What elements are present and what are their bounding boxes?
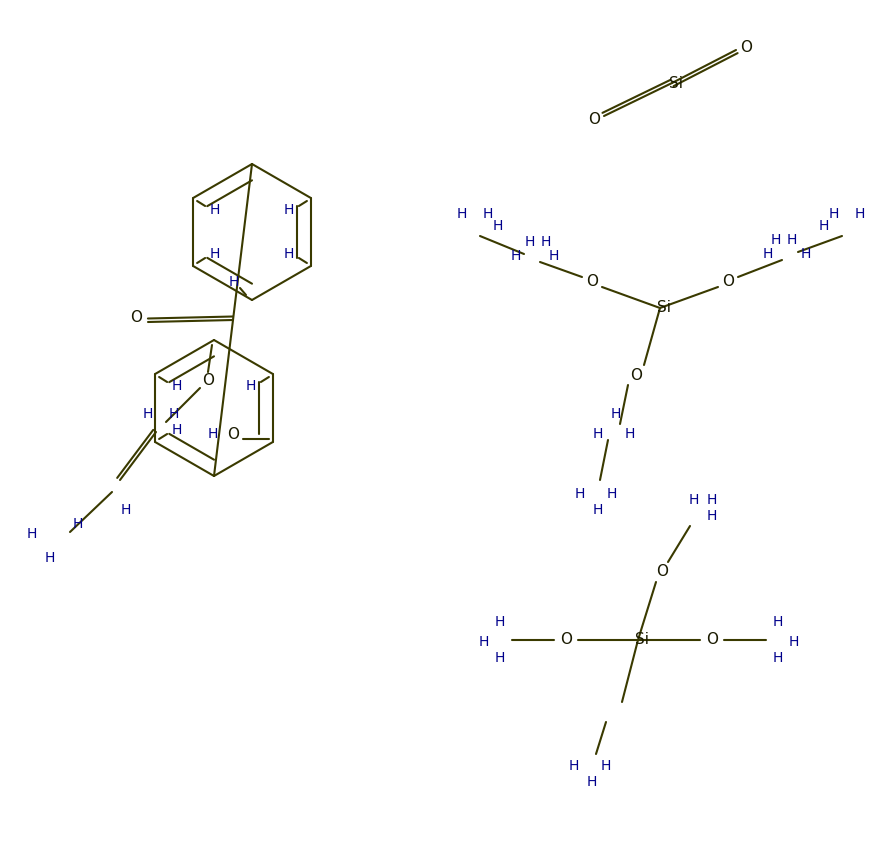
- Text: O: O: [630, 368, 642, 383]
- Text: H: H: [493, 219, 504, 233]
- Text: H: H: [168, 407, 179, 421]
- Text: H: H: [246, 379, 256, 393]
- Text: H: H: [762, 247, 773, 261]
- Text: O: O: [227, 427, 239, 442]
- Text: H: H: [210, 247, 220, 261]
- Text: H: H: [593, 503, 603, 517]
- Text: H: H: [611, 407, 621, 421]
- Text: H: H: [773, 615, 783, 629]
- Text: H: H: [478, 635, 489, 649]
- Text: H: H: [549, 249, 559, 263]
- Text: H: H: [607, 487, 617, 501]
- Text: H: H: [45, 551, 56, 565]
- Text: H: H: [707, 493, 717, 507]
- Text: O: O: [130, 310, 142, 325]
- Text: O: O: [706, 632, 718, 647]
- Text: H: H: [284, 247, 294, 261]
- Text: H: H: [575, 487, 585, 501]
- Text: H: H: [228, 275, 239, 289]
- Text: H: H: [601, 759, 611, 773]
- Text: O: O: [588, 111, 600, 126]
- Text: Si: Si: [635, 632, 649, 647]
- Text: H: H: [457, 207, 467, 221]
- Text: H: H: [495, 651, 505, 665]
- Text: H: H: [829, 207, 840, 221]
- Text: Si: Si: [657, 300, 671, 315]
- Text: H: H: [495, 615, 505, 629]
- Text: H: H: [801, 247, 811, 261]
- Text: H: H: [73, 517, 83, 531]
- Text: H: H: [819, 219, 829, 233]
- Text: H: H: [483, 207, 493, 221]
- Text: O: O: [202, 373, 214, 388]
- Text: H: H: [593, 427, 603, 441]
- Text: H: H: [525, 235, 535, 249]
- Text: H: H: [689, 493, 699, 507]
- Text: H: H: [625, 427, 635, 441]
- Text: O: O: [722, 275, 734, 289]
- Text: Si: Si: [669, 76, 683, 90]
- Text: H: H: [142, 407, 153, 421]
- Text: H: H: [284, 203, 294, 217]
- Text: H: H: [788, 635, 799, 649]
- Text: O: O: [560, 632, 572, 647]
- Text: H: H: [569, 759, 579, 773]
- Text: O: O: [740, 40, 752, 55]
- Text: H: H: [27, 527, 38, 541]
- Text: O: O: [586, 275, 598, 289]
- Text: H: H: [208, 427, 218, 441]
- Text: H: H: [511, 249, 521, 263]
- Text: H: H: [210, 203, 220, 217]
- Text: H: H: [787, 233, 797, 247]
- Text: O: O: [656, 565, 668, 579]
- Text: H: H: [587, 775, 598, 789]
- Text: H: H: [541, 235, 551, 249]
- Text: H: H: [172, 379, 182, 393]
- Text: H: H: [855, 207, 866, 221]
- Text: H: H: [773, 651, 783, 665]
- Text: H: H: [121, 503, 131, 517]
- Text: H: H: [771, 233, 781, 247]
- Text: H: H: [707, 509, 717, 523]
- Text: H: H: [172, 423, 182, 437]
